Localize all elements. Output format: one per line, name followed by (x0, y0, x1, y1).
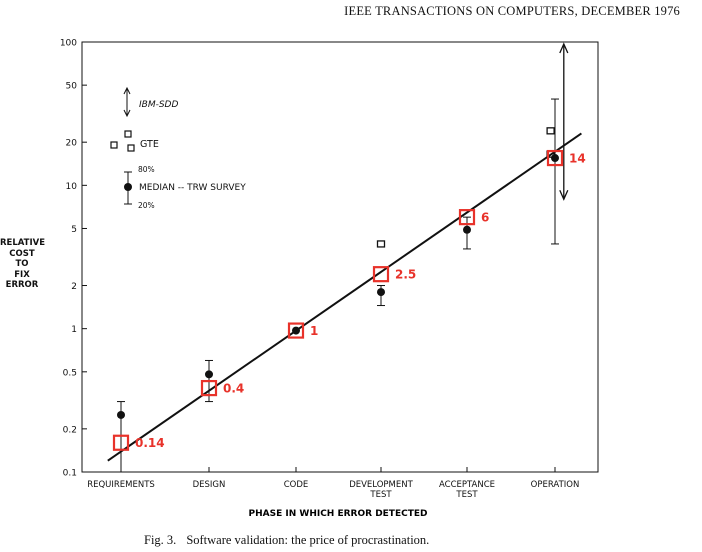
figure-caption: Fig. 3. Software validation: the price of… (144, 533, 429, 548)
annotation-label: 0.4 (223, 382, 244, 396)
annotation-label: 0.14 (135, 436, 165, 450)
legend-gte-square (124, 130, 132, 138)
annotation-label: 1 (310, 324, 318, 338)
legend-median-dot (124, 183, 132, 191)
legend-upper-label: 80% (138, 165, 155, 174)
journal-header: IEEE TRANSACTIONS ON COMPUTERS, DECEMBER… (344, 4, 680, 18)
annotation-box (458, 209, 476, 226)
plot-frame (81, 41, 599, 473)
y-tick-label: 10 (66, 182, 78, 192)
y-tick-label: 50 (66, 82, 78, 92)
annotation-box (372, 266, 390, 283)
ibm-arrow-down (559, 189, 569, 201)
caption-text: Software validation: the price of procra… (186, 533, 430, 547)
ibm-arrow-up (559, 42, 569, 54)
y-tick-label: 1 (71, 325, 77, 335)
legend-gte-label: GTE (140, 139, 159, 150)
median-point (551, 154, 559, 163)
median-point (117, 410, 125, 419)
y-axis-label-line: FIX (14, 269, 30, 280)
y-tick-label: 100 (60, 39, 77, 49)
legend-median-label: MEDIAN -- TRW SURVEY (139, 183, 246, 193)
annotation-label: 6 (481, 211, 489, 225)
annotation-box (287, 322, 305, 339)
x-axis-label: PHASE IN WHICH ERROR DETECTED (249, 509, 428, 519)
x-tick-label: TEST (455, 490, 478, 500)
annotation-box (112, 434, 130, 451)
y-tick-label: 0.5 (63, 368, 77, 378)
annotation-box (200, 379, 218, 397)
x-tick-label: REQUIREMENTS (87, 480, 155, 490)
legend-ibm-label: IBM-SDD (139, 100, 178, 110)
y-axis-label-line: ERROR (5, 280, 39, 290)
x-tick-label: CODE (284, 480, 309, 490)
x-tick-label: ACCEPTANCE (439, 480, 495, 490)
gte-point (546, 127, 555, 135)
legend-ibm-arrow-head (123, 109, 131, 118)
median-point (205, 370, 213, 379)
y-axis-label-line: COST (9, 248, 35, 259)
x-tick-label: DEVELOPMENT (349, 480, 413, 490)
y-tick-label: 20 (66, 139, 78, 149)
trend-line (107, 132, 582, 462)
legend-lower-label: 20% (138, 201, 155, 210)
x-tick-label: TEST (369, 490, 392, 500)
legend-ibm-arrow-head (123, 86, 131, 95)
y-axis-label-line: TO (15, 259, 29, 269)
median-point (377, 288, 385, 297)
median-point (292, 326, 300, 335)
y-axis-label-line: RELATIVE (0, 238, 46, 248)
median-point (463, 225, 471, 234)
legend-gte-square (127, 144, 135, 152)
legend-gte-square (110, 141, 118, 149)
y-tick-label: 2 (71, 282, 77, 292)
x-tick-label: OPERATION (531, 480, 580, 490)
annotation-label: 14 (569, 152, 586, 166)
caption-number: Fig. 3. (144, 533, 177, 547)
x-tick-label: DESIGN (193, 480, 226, 490)
gte-point (376, 240, 386, 248)
y-axis-label: RELATIVE COST TO FIX ERROR (0, 238, 46, 291)
annotation-label: 2.5 (395, 268, 416, 282)
annotation-box (546, 149, 564, 167)
y-tick-label: 0.2 (63, 425, 77, 435)
y-tick-label: 0.1 (63, 469, 77, 479)
y-tick-label: 5 (71, 225, 77, 235)
